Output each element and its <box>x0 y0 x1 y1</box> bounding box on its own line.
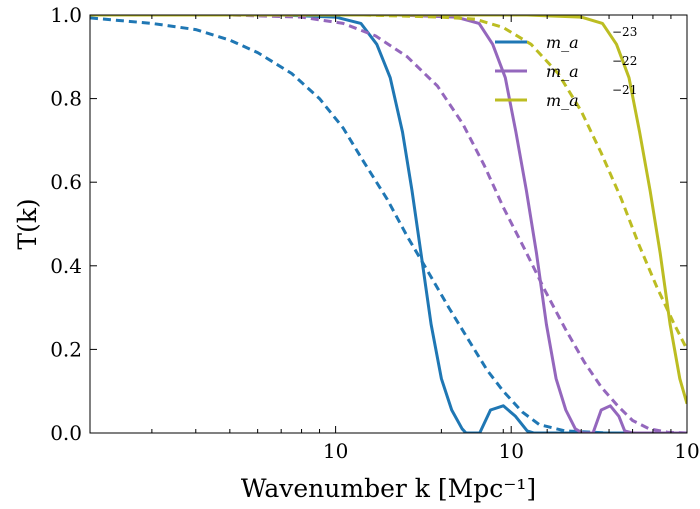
x-tick-label: 10 <box>674 439 699 463</box>
y-tick-label: 1.0 <box>50 3 82 27</box>
y-axis-title: T(k) <box>13 198 42 249</box>
legend-label: m_a <box>546 62 579 81</box>
series-2-dashed-line <box>90 15 687 433</box>
y-tick-label: 0.8 <box>50 87 82 111</box>
x-tick-label: 10 <box>498 439 523 463</box>
x-axis-title: Wavenumber k [Mpc⁻¹] <box>241 474 536 503</box>
legend-label: m_a <box>546 33 579 52</box>
legend-exponent: −22 <box>612 54 637 68</box>
y-tick-label: 0.2 <box>50 337 82 361</box>
legend: m_a −23 m_a −22 m_a −21 <box>495 25 637 110</box>
series-1-dashed-line <box>90 16 687 433</box>
series-2-solid-line <box>90 15 687 433</box>
x-tick-label: 10 <box>323 439 348 463</box>
series-3-dashed-line <box>90 15 687 351</box>
axis-ticks: 0.0 0.2 0.4 0.6 0.8 1.0 10 10 10 <box>50 3 700 463</box>
series-lines <box>90 15 687 433</box>
y-tick-label: 0.6 <box>50 170 82 194</box>
legend-exponent: −23 <box>612 25 637 39</box>
y-tick-label: 0.4 <box>50 254 82 278</box>
y-tick-label: 0.0 <box>50 421 82 445</box>
series-3-solid-line <box>90 15 687 405</box>
series-1-solid-line <box>90 15 687 433</box>
plot-frame <box>89 14 688 434</box>
legend-label: m_a <box>546 91 579 110</box>
legend-exponent: −21 <box>612 83 637 97</box>
